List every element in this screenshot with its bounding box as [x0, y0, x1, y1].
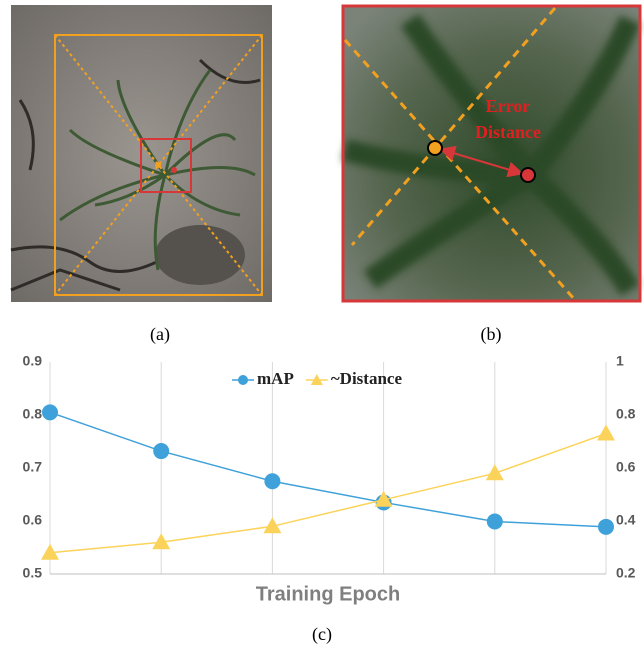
y2-tick-label: 0.4: [616, 512, 636, 528]
marker: [598, 519, 614, 535]
panel-label: (a): [150, 324, 170, 345]
annotation: Error: [486, 96, 531, 116]
image-b: Error Distance: [342, 5, 641, 302]
image-a: [11, 5, 272, 302]
marker: [42, 404, 58, 420]
x-axis-title: Training Epoch: [256, 583, 400, 605]
y-tick-label: 0.5: [23, 565, 43, 581]
legend-marker: [238, 375, 248, 385]
marker: [153, 443, 169, 459]
y-tick-label: 0.7: [23, 459, 43, 475]
legend-label: mAP: [257, 369, 294, 388]
marker: [264, 473, 280, 489]
y2-tick-label: 0.2: [616, 565, 636, 581]
y-tick-label: 0.6: [23, 512, 43, 528]
y2-tick-label: 0.8: [616, 406, 636, 422]
y-tick-label: 0.8: [23, 406, 43, 422]
marker: [487, 514, 503, 530]
series-line: [50, 434, 606, 553]
y-tick-label: 0.9: [23, 353, 43, 369]
annotation: Distance: [475, 122, 541, 142]
marker: [597, 425, 615, 441]
figure: Error Distance (a) (b) (c) Training Epoc…: [0, 0, 644, 650]
series-line: [50, 412, 606, 526]
panel-label: (c): [312, 624, 332, 645]
y2-tick-label: 1: [616, 353, 624, 369]
panel-label: (b): [481, 324, 502, 345]
page: {"chart_data": {"type": "line", "categor…: [0, 0, 644, 650]
marker: [486, 464, 504, 480]
legend-label: ~Distance: [331, 369, 403, 388]
y2-tick-label: 0.6: [616, 459, 636, 475]
